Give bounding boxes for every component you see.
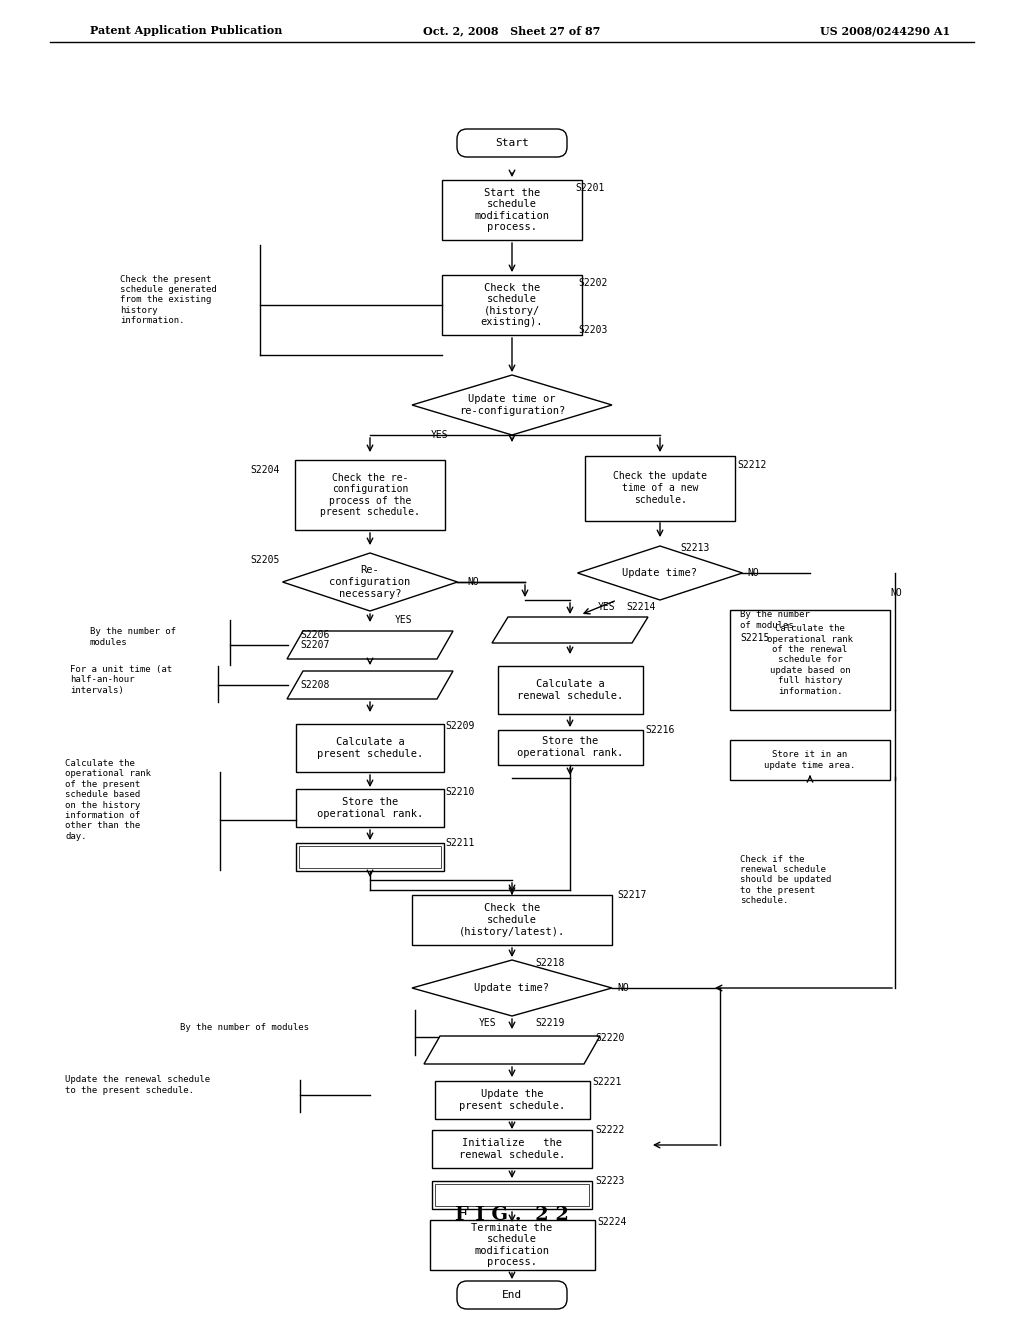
- Bar: [585, 455, 735, 520]
- Text: NO: NO: [746, 568, 759, 578]
- Text: S2212: S2212: [737, 459, 766, 470]
- Text: S2213: S2213: [680, 543, 710, 553]
- Text: S2209: S2209: [445, 721, 474, 731]
- Text: Update time or
re-configuration?: Update time or re-configuration?: [459, 395, 565, 416]
- Text: S2217: S2217: [617, 890, 646, 900]
- Text: YES: YES: [479, 1018, 497, 1028]
- Bar: [730, 741, 890, 780]
- Bar: [442, 180, 582, 240]
- Polygon shape: [412, 960, 612, 1016]
- Text: S2216: S2216: [645, 725, 675, 735]
- Text: Check the re-
configuration
process of the
present schedule.: Check the re- configuration process of t…: [321, 473, 420, 517]
- Text: Patent Application Publication: Patent Application Publication: [90, 25, 283, 36]
- Text: By the number of modules: By the number of modules: [180, 1023, 309, 1031]
- Text: S2210: S2210: [445, 787, 474, 797]
- Polygon shape: [412, 375, 612, 436]
- Text: S2202: S2202: [578, 279, 607, 288]
- FancyBboxPatch shape: [457, 129, 567, 157]
- Bar: [429, 1220, 595, 1270]
- Text: Calculate the
operational rank
of the renewal
schedule for
update based on
full : Calculate the operational rank of the re…: [767, 624, 853, 696]
- Polygon shape: [287, 671, 453, 700]
- Text: S2214: S2214: [626, 602, 655, 612]
- Polygon shape: [424, 1036, 600, 1064]
- Text: Terminate the
schedule
modification
process.: Terminate the schedule modification proc…: [471, 1222, 553, 1267]
- Text: Update time?: Update time?: [623, 568, 697, 578]
- Text: S2219: S2219: [535, 1018, 564, 1028]
- FancyBboxPatch shape: [457, 1280, 567, 1309]
- Text: F I G .  2 2: F I G . 2 2: [455, 1206, 569, 1224]
- Text: NO: NO: [617, 983, 629, 993]
- Text: Update the renewal schedule
to the present schedule.: Update the renewal schedule to the prese…: [65, 1076, 210, 1094]
- Polygon shape: [578, 546, 742, 601]
- Bar: [498, 667, 642, 714]
- Bar: [432, 1181, 592, 1209]
- Text: S2220: S2220: [595, 1034, 625, 1043]
- Bar: [432, 1130, 592, 1168]
- Bar: [434, 1081, 590, 1119]
- Text: S2218: S2218: [535, 958, 564, 968]
- Text: Store the
operational rank.: Store the operational rank.: [316, 797, 423, 818]
- Text: Calculate a
renewal schedule.: Calculate a renewal schedule.: [517, 680, 624, 701]
- Text: Check the
schedule
(history/
existing).: Check the schedule (history/ existing).: [480, 282, 544, 327]
- Text: Re-
configuration
necessary?: Re- configuration necessary?: [330, 565, 411, 598]
- Text: NO: NO: [890, 587, 902, 598]
- Text: Check the update
time of a new
schedule.: Check the update time of a new schedule.: [613, 471, 707, 504]
- Text: Check if the
renewal schedule
should be updated
to the present
schedule.: Check if the renewal schedule should be …: [740, 855, 831, 906]
- Text: Store it in an
update time area.: Store it in an update time area.: [764, 750, 856, 770]
- Text: S2221: S2221: [592, 1077, 622, 1086]
- Text: S2207: S2207: [300, 640, 330, 649]
- Text: Store the
operational rank.: Store the operational rank.: [517, 737, 624, 758]
- Text: YES: YES: [431, 430, 449, 440]
- Text: Oct. 2, 2008   Sheet 27 of 87: Oct. 2, 2008 Sheet 27 of 87: [423, 25, 601, 36]
- Bar: [730, 610, 890, 710]
- Text: Check the
schedule
(history/latest).: Check the schedule (history/latest).: [459, 903, 565, 937]
- Text: S2208: S2208: [300, 680, 330, 690]
- Text: By the number
of modules: By the number of modules: [740, 610, 810, 630]
- Text: Calculate the
operational rank
of the present
schedule based
on the history
info: Calculate the operational rank of the pr…: [65, 759, 151, 841]
- Text: S2206: S2206: [300, 630, 330, 640]
- Text: Initialize   the
renewal schedule.: Initialize the renewal schedule.: [459, 1138, 565, 1160]
- Text: YES: YES: [598, 602, 615, 612]
- Text: For a unit time (at
half-an-hour
intervals): For a unit time (at half-an-hour interva…: [70, 665, 172, 694]
- Bar: [296, 843, 444, 871]
- Text: S2211: S2211: [445, 838, 474, 847]
- Bar: [299, 846, 441, 869]
- Polygon shape: [492, 616, 648, 643]
- Polygon shape: [287, 631, 453, 659]
- Text: By the number of
modules: By the number of modules: [90, 627, 176, 647]
- Text: S2204: S2204: [250, 465, 280, 475]
- Text: NO: NO: [467, 577, 479, 587]
- Bar: [296, 723, 444, 772]
- Bar: [442, 275, 582, 335]
- Text: US 2008/0244290 A1: US 2008/0244290 A1: [820, 25, 950, 36]
- Text: Start the
schedule
modification
process.: Start the schedule modification process.: [474, 187, 550, 232]
- Text: S2215: S2215: [740, 634, 769, 643]
- Bar: [435, 1184, 589, 1206]
- Text: Update the
present schedule.: Update the present schedule.: [459, 1089, 565, 1111]
- Text: YES: YES: [395, 615, 413, 624]
- Bar: [295, 459, 445, 531]
- Text: Start: Start: [496, 139, 528, 148]
- Text: S2205: S2205: [250, 554, 280, 565]
- Text: S2201: S2201: [575, 183, 604, 193]
- Text: Calculate a
present schedule.: Calculate a present schedule.: [316, 737, 423, 759]
- Text: End: End: [502, 1290, 522, 1300]
- Text: S2224: S2224: [597, 1217, 627, 1228]
- Text: Check the present
schedule generated
from the existing
history
information.: Check the present schedule generated fro…: [120, 275, 217, 325]
- Bar: [498, 730, 642, 764]
- Text: Update time?: Update time?: [474, 983, 550, 993]
- Polygon shape: [283, 553, 458, 611]
- Bar: [296, 789, 444, 828]
- Text: S2223: S2223: [595, 1176, 625, 1185]
- Text: S2222: S2222: [595, 1125, 625, 1135]
- Text: S2203: S2203: [578, 325, 607, 335]
- Bar: [412, 895, 612, 945]
